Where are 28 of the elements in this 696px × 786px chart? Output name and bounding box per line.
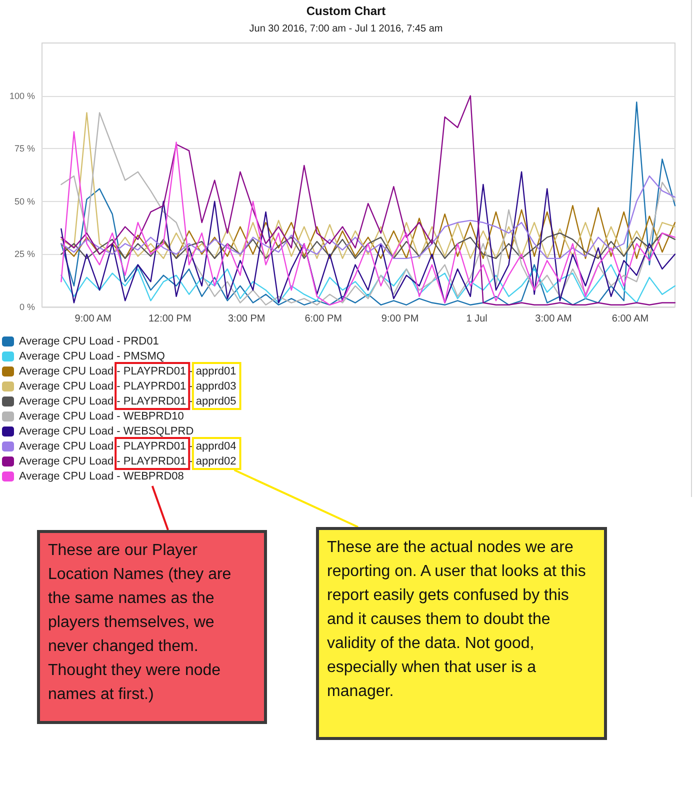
y-tick-label: 100 %	[9, 90, 35, 101]
x-tick-label: 3:00 PM	[228, 314, 266, 324]
line-series	[60, 171, 676, 304]
text: These are our Player Location Names (they are the same names as the players themselves, we never changed them. Thought they were node names at first.)	[37, 530, 267, 724]
line-series	[60, 232, 676, 260]
x-tick-label: 1 Jul	[466, 314, 488, 324]
legend-label: Average CPU Load - WEBPRD08	[19, 470, 184, 482]
legend-label: Average CPU Load - PMSMQ	[19, 350, 166, 362]
x-tick-label: 3:00 AM	[535, 314, 572, 324]
x-tick-label: 9:00 AM	[74, 314, 112, 324]
legend-label: Average CPU Load - WEBSQLPRD	[19, 426, 194, 438]
legend-label: Average CPU Load - WEBPRD10	[19, 410, 184, 422]
x-tick-label: 9:00 PM	[381, 314, 419, 324]
y-tick-label: 25 %	[14, 249, 35, 260]
legend-label: Average CPU Load - PRD01	[19, 336, 159, 348]
text: These are the actual nodes we are reporting on. A user that looks at this report easily gets confused by this and it causes them to doubt the validity of the data. Not good, especially when that user is a manager.	[316, 527, 607, 740]
y-tick-label: 75 %	[14, 144, 35, 154]
x-tick-label: 6:00 AM	[612, 314, 649, 324]
line-series	[60, 264, 676, 304]
line-series	[60, 205, 676, 260]
y-tick-label: 0 %	[19, 302, 35, 312]
x-tick-label: 12:00 PM	[148, 314, 192, 324]
line-series	[60, 112, 676, 260]
chart-subtitle: Jun 30 2016, 7:00 am - Jul 1 2016, 7:45 am	[249, 24, 443, 34]
y-tick-label: 50 %	[14, 196, 35, 206]
x-tick-label: 6:00 PM	[304, 314, 342, 324]
chart-title: Custom Chart	[306, 4, 386, 18]
line-series	[60, 175, 676, 260]
